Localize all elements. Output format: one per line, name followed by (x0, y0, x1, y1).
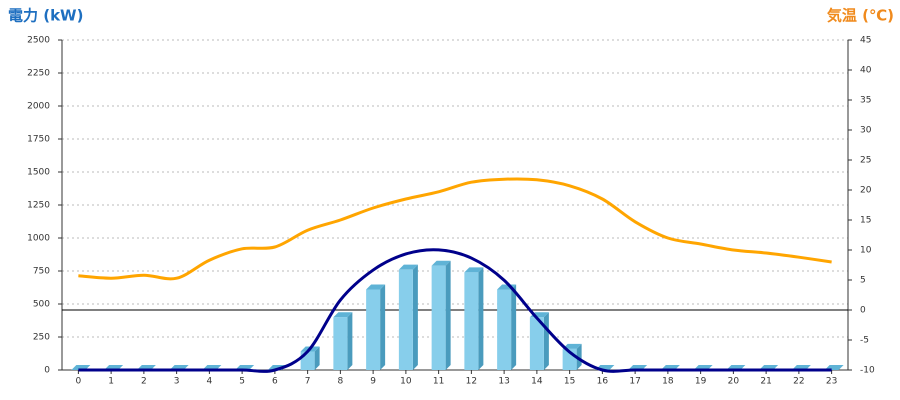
y-tick-label: 500 (33, 300, 50, 310)
bar-side (347, 312, 353, 370)
bar-side (543, 312, 549, 370)
bar-top (562, 343, 582, 349)
x-tick-label: 16 (597, 377, 609, 387)
y2-tick-label: 5 (860, 276, 866, 286)
x-tick-label: 4 (207, 377, 213, 387)
x-tick-label: 9 (370, 377, 376, 387)
x-tick-label: 0 (76, 377, 82, 387)
x-tick-label: 23 (826, 377, 837, 387)
bar (497, 289, 512, 370)
bar (464, 272, 479, 370)
y-tick-label: 250 (33, 333, 50, 343)
x-tick-label: 12 (466, 377, 477, 387)
bar-top (398, 264, 418, 270)
bar (431, 265, 446, 370)
y-tick-label: 1000 (27, 234, 50, 244)
x-tick-label: 22 (793, 377, 804, 387)
bar-side (478, 267, 484, 370)
line (78, 177, 832, 281)
x-tick-label: 11 (433, 377, 444, 387)
x-tick-label: 6 (272, 377, 278, 387)
bar-side (445, 260, 451, 370)
bar-side (412, 264, 418, 370)
x-tick-label: 3 (174, 377, 180, 387)
x-tick-label: 8 (338, 377, 344, 387)
bar (398, 269, 413, 370)
bar-side (511, 284, 517, 370)
x-tick-label: 5 (239, 377, 245, 387)
y2-tick-label: 10 (860, 246, 872, 256)
y-tick-label: 750 (33, 267, 50, 277)
y2-tick-label: 30 (860, 126, 872, 136)
y2-tick-label: 45 (860, 36, 871, 46)
y2-tick-label: 25 (860, 156, 871, 166)
y2-tick-label: -5 (860, 336, 869, 346)
x-tick-label: 15 (564, 377, 575, 387)
y-axis-title: 電力 (kW) (8, 7, 83, 25)
bar-top (431, 260, 451, 266)
x-tick-label: 2 (141, 377, 147, 387)
y-tick-label: 1750 (27, 135, 50, 145)
bar-side (380, 284, 386, 370)
x-tick-label: 10 (400, 377, 412, 387)
x-tick-label: 7 (305, 377, 311, 387)
bar-top (366, 284, 386, 290)
y2-tick-label: -10 (860, 366, 875, 376)
y2-tick-label: 15 (860, 216, 871, 226)
y-tick-label: 1250 (27, 201, 50, 211)
y-tick-label: 1500 (27, 168, 50, 178)
x-tick-label: 20 (728, 377, 740, 387)
y-tick-label: 2500 (27, 36, 50, 46)
y2-tick-label: 35 (860, 96, 871, 106)
line (78, 248, 832, 373)
bar (333, 317, 348, 370)
x-tick-label: 13 (498, 377, 509, 387)
x-tick-label: 14 (531, 377, 543, 387)
bar-top (333, 312, 353, 318)
bar (366, 289, 381, 370)
y-tick-label: 2250 (27, 69, 50, 79)
y-tick-label: 0 (44, 366, 50, 376)
bar (529, 317, 544, 370)
bar-side (576, 343, 582, 370)
x-tick-label: 17 (629, 377, 640, 387)
bar-top (464, 267, 484, 273)
y2-tick-label: 40 (860, 66, 872, 76)
x-tick-label: 21 (760, 377, 771, 387)
y2-tick-label: 0 (860, 306, 866, 316)
x-tick-label: 19 (695, 377, 707, 387)
y2-tick-label: 20 (860, 186, 872, 196)
y2-axis-title: 気温 (℃) (827, 7, 894, 25)
x-tick-label: 1 (108, 377, 114, 387)
y-tick-label: 2000 (27, 102, 50, 112)
bar-side (314, 346, 320, 370)
x-tick-label: 18 (662, 377, 674, 387)
